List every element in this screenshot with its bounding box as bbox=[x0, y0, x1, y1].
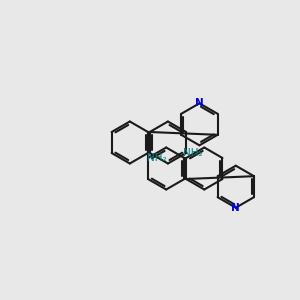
Text: NH₂: NH₂ bbox=[183, 148, 203, 158]
Text: N: N bbox=[195, 98, 204, 108]
Text: N: N bbox=[231, 203, 240, 213]
Text: NH₂: NH₂ bbox=[147, 153, 166, 163]
